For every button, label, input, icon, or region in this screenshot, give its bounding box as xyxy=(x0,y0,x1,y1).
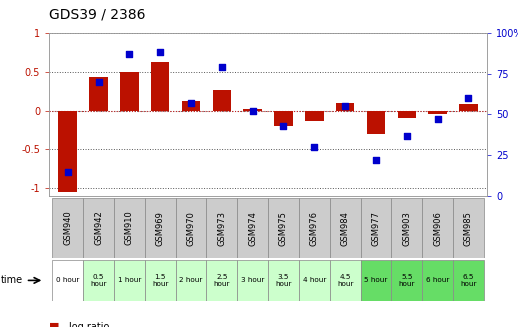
Text: GSM940: GSM940 xyxy=(63,211,72,246)
Bar xyxy=(428,111,447,114)
Bar xyxy=(274,111,293,126)
Text: GSM910: GSM910 xyxy=(125,211,134,246)
Text: log ratio: log ratio xyxy=(69,322,109,327)
Bar xyxy=(361,260,392,301)
Point xyxy=(402,133,411,138)
Text: ■: ■ xyxy=(49,322,60,327)
Text: GSM970: GSM970 xyxy=(186,211,195,246)
Bar xyxy=(237,198,268,258)
Bar xyxy=(52,198,83,258)
Text: 1.5
hour: 1.5 hour xyxy=(152,274,168,287)
Point xyxy=(249,109,257,114)
Text: 0.5
hour: 0.5 hour xyxy=(90,274,107,287)
Text: 0 hour: 0 hour xyxy=(56,277,79,284)
Bar xyxy=(59,111,77,192)
Point xyxy=(94,79,103,84)
Text: 5 hour: 5 hour xyxy=(364,277,387,284)
Point xyxy=(125,51,134,57)
Text: GDS39 / 2386: GDS39 / 2386 xyxy=(49,7,146,21)
Text: GSM973: GSM973 xyxy=(218,211,226,246)
Bar xyxy=(145,260,176,301)
Text: 2.5
hour: 2.5 hour xyxy=(213,274,230,287)
Bar xyxy=(268,260,299,301)
Bar xyxy=(453,198,484,258)
Text: GSM977: GSM977 xyxy=(371,211,380,246)
Text: 6.5
hour: 6.5 hour xyxy=(460,274,477,287)
Bar xyxy=(52,260,83,301)
Bar xyxy=(361,198,392,258)
Text: GSM984: GSM984 xyxy=(341,211,350,246)
Bar xyxy=(176,198,206,258)
Bar xyxy=(237,260,268,301)
Bar xyxy=(243,109,262,111)
Bar xyxy=(151,61,169,111)
Bar xyxy=(459,104,478,111)
Bar xyxy=(145,198,176,258)
Point xyxy=(341,104,349,109)
Text: 3.5
hour: 3.5 hour xyxy=(275,274,292,287)
Bar xyxy=(114,198,145,258)
Bar xyxy=(392,198,422,258)
Text: GSM985: GSM985 xyxy=(464,211,473,246)
Bar xyxy=(206,198,237,258)
Text: 6 hour: 6 hour xyxy=(426,277,449,284)
Text: GSM976: GSM976 xyxy=(310,211,319,246)
Bar xyxy=(212,90,231,111)
Point xyxy=(372,158,380,163)
Bar xyxy=(336,103,354,111)
Point xyxy=(279,123,287,129)
Text: 4 hour: 4 hour xyxy=(303,277,326,284)
Bar xyxy=(367,111,385,134)
Point xyxy=(464,95,472,101)
Bar xyxy=(392,260,422,301)
Bar xyxy=(83,198,114,258)
Bar xyxy=(330,260,361,301)
Bar xyxy=(268,198,299,258)
Bar xyxy=(422,198,453,258)
Point xyxy=(218,64,226,70)
Text: 1 hour: 1 hour xyxy=(118,277,141,284)
Point xyxy=(310,145,319,150)
Point xyxy=(187,100,195,106)
Text: GSM974: GSM974 xyxy=(248,211,257,246)
Bar xyxy=(114,260,145,301)
Text: 5.5
hour: 5.5 hour xyxy=(398,274,415,287)
Bar xyxy=(182,101,200,111)
Bar xyxy=(305,111,324,121)
Bar xyxy=(397,111,416,118)
Text: GSM942: GSM942 xyxy=(94,211,103,246)
Bar xyxy=(299,260,330,301)
Text: time: time xyxy=(1,275,23,285)
Bar xyxy=(330,198,361,258)
Bar xyxy=(176,260,206,301)
Bar xyxy=(453,260,484,301)
Bar xyxy=(83,260,114,301)
Text: 4.5
hour: 4.5 hour xyxy=(337,274,353,287)
Text: GSM975: GSM975 xyxy=(279,211,288,246)
Point xyxy=(64,169,72,174)
Text: 3 hour: 3 hour xyxy=(241,277,264,284)
Bar xyxy=(120,72,139,111)
Point xyxy=(156,50,164,55)
Bar xyxy=(206,260,237,301)
Text: 2 hour: 2 hour xyxy=(179,277,203,284)
Bar xyxy=(299,198,330,258)
Point xyxy=(434,117,442,122)
Bar xyxy=(422,260,453,301)
Text: GSM969: GSM969 xyxy=(156,211,165,246)
Text: GSM903: GSM903 xyxy=(402,211,411,246)
Text: GSM906: GSM906 xyxy=(433,211,442,246)
Bar xyxy=(89,77,108,111)
